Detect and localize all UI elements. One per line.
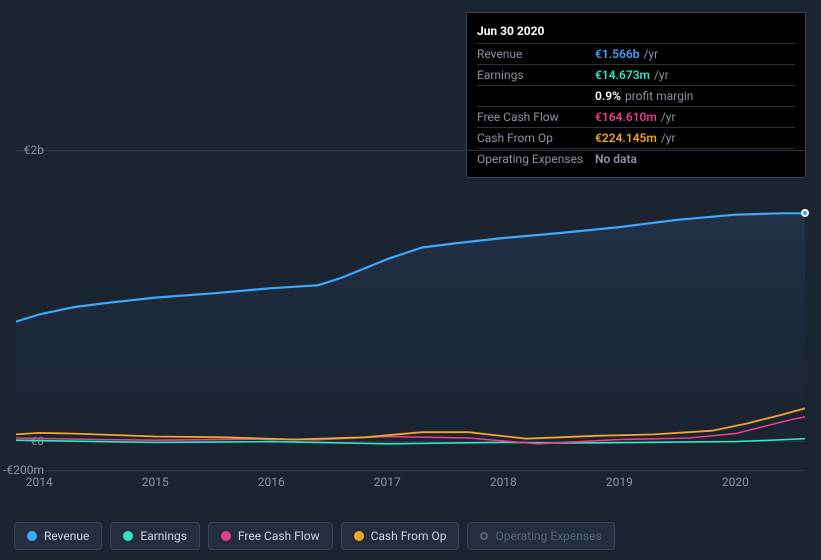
- tooltip-row-label: Cash From Op: [477, 132, 595, 144]
- legend-item-label: Earnings: [140, 529, 187, 543]
- x-tick-label: 2017: [374, 475, 401, 489]
- x-tick-label: 2019: [606, 475, 633, 489]
- tooltip-row-label: [477, 90, 595, 102]
- x-tick-label: 2020: [722, 475, 749, 489]
- legend-swatch-icon: [354, 531, 364, 541]
- tooltip-row: Free Cash Flow€164.610m/yr: [477, 106, 795, 127]
- legend-swatch-icon: [221, 531, 231, 541]
- tooltip-title: Jun 30 2020: [477, 21, 795, 43]
- legend-item-label: Free Cash Flow: [238, 529, 320, 543]
- financial-chart: Jun 30 2020 Revenue€1.566b/yrEarnings€14…: [0, 0, 821, 560]
- tooltip-row: 0.9%profit margin: [477, 85, 795, 106]
- chart-legend: Revenue Earnings Free Cash Flow Cash From O…: [14, 522, 615, 550]
- tooltip-row: Earnings€14.673m/yr: [477, 64, 795, 85]
- legend-swatch-icon: [27, 531, 37, 541]
- legend-item-label: Cash From Op: [371, 529, 447, 543]
- x-tick-label: 2016: [258, 475, 285, 489]
- legend-item-fcf[interactable]: Free Cash Flow: [208, 522, 333, 550]
- legend-swatch-icon: [480, 532, 488, 540]
- tooltip-row-value: €164.610m/yr: [595, 111, 676, 123]
- tooltip-row-value: €14.673m/yr: [595, 69, 669, 81]
- cursor-dot: [801, 209, 809, 217]
- tooltip-row: Revenue€1.566b/yr: [477, 43, 795, 64]
- legend-item-label: Operating Expenses: [495, 529, 601, 543]
- tooltip-row-value: €1.566b/yr: [595, 48, 658, 60]
- x-tick-label: 2015: [142, 475, 169, 489]
- plot-area[interactable]: [16, 150, 805, 470]
- tooltip-row-value: €224.145m/yr: [595, 132, 676, 144]
- tooltip-row-label: Earnings: [477, 69, 595, 81]
- legend-item-cfo[interactable]: Cash From Op: [341, 522, 460, 550]
- tooltip-row-label: Revenue: [477, 48, 595, 60]
- chart-area[interactable]: €2b€0-€200m 2014201520162017201820192020: [0, 150, 821, 510]
- tooltip-row-value: 0.9%profit margin: [595, 90, 693, 102]
- tooltip-row: Cash From Op€224.145m/yr: [477, 127, 795, 148]
- x-tick-label: 2018: [490, 475, 517, 489]
- x-tick-label: 2014: [26, 475, 53, 489]
- x-axis: 2014 2015 2016 2017 2018 2019 2020: [16, 475, 805, 500]
- legend-item-opex[interactable]: Operating Expenses: [467, 522, 614, 550]
- revenue-area-fill: [16, 213, 805, 441]
- legend-item-revenue[interactable]: Revenue: [14, 522, 102, 550]
- gridline: [16, 470, 805, 471]
- legend-item-earnings[interactable]: Earnings: [110, 522, 200, 550]
- tooltip-row-label: Free Cash Flow: [477, 111, 595, 123]
- legend-swatch-icon: [123, 531, 133, 541]
- legend-item-label: Revenue: [44, 529, 89, 543]
